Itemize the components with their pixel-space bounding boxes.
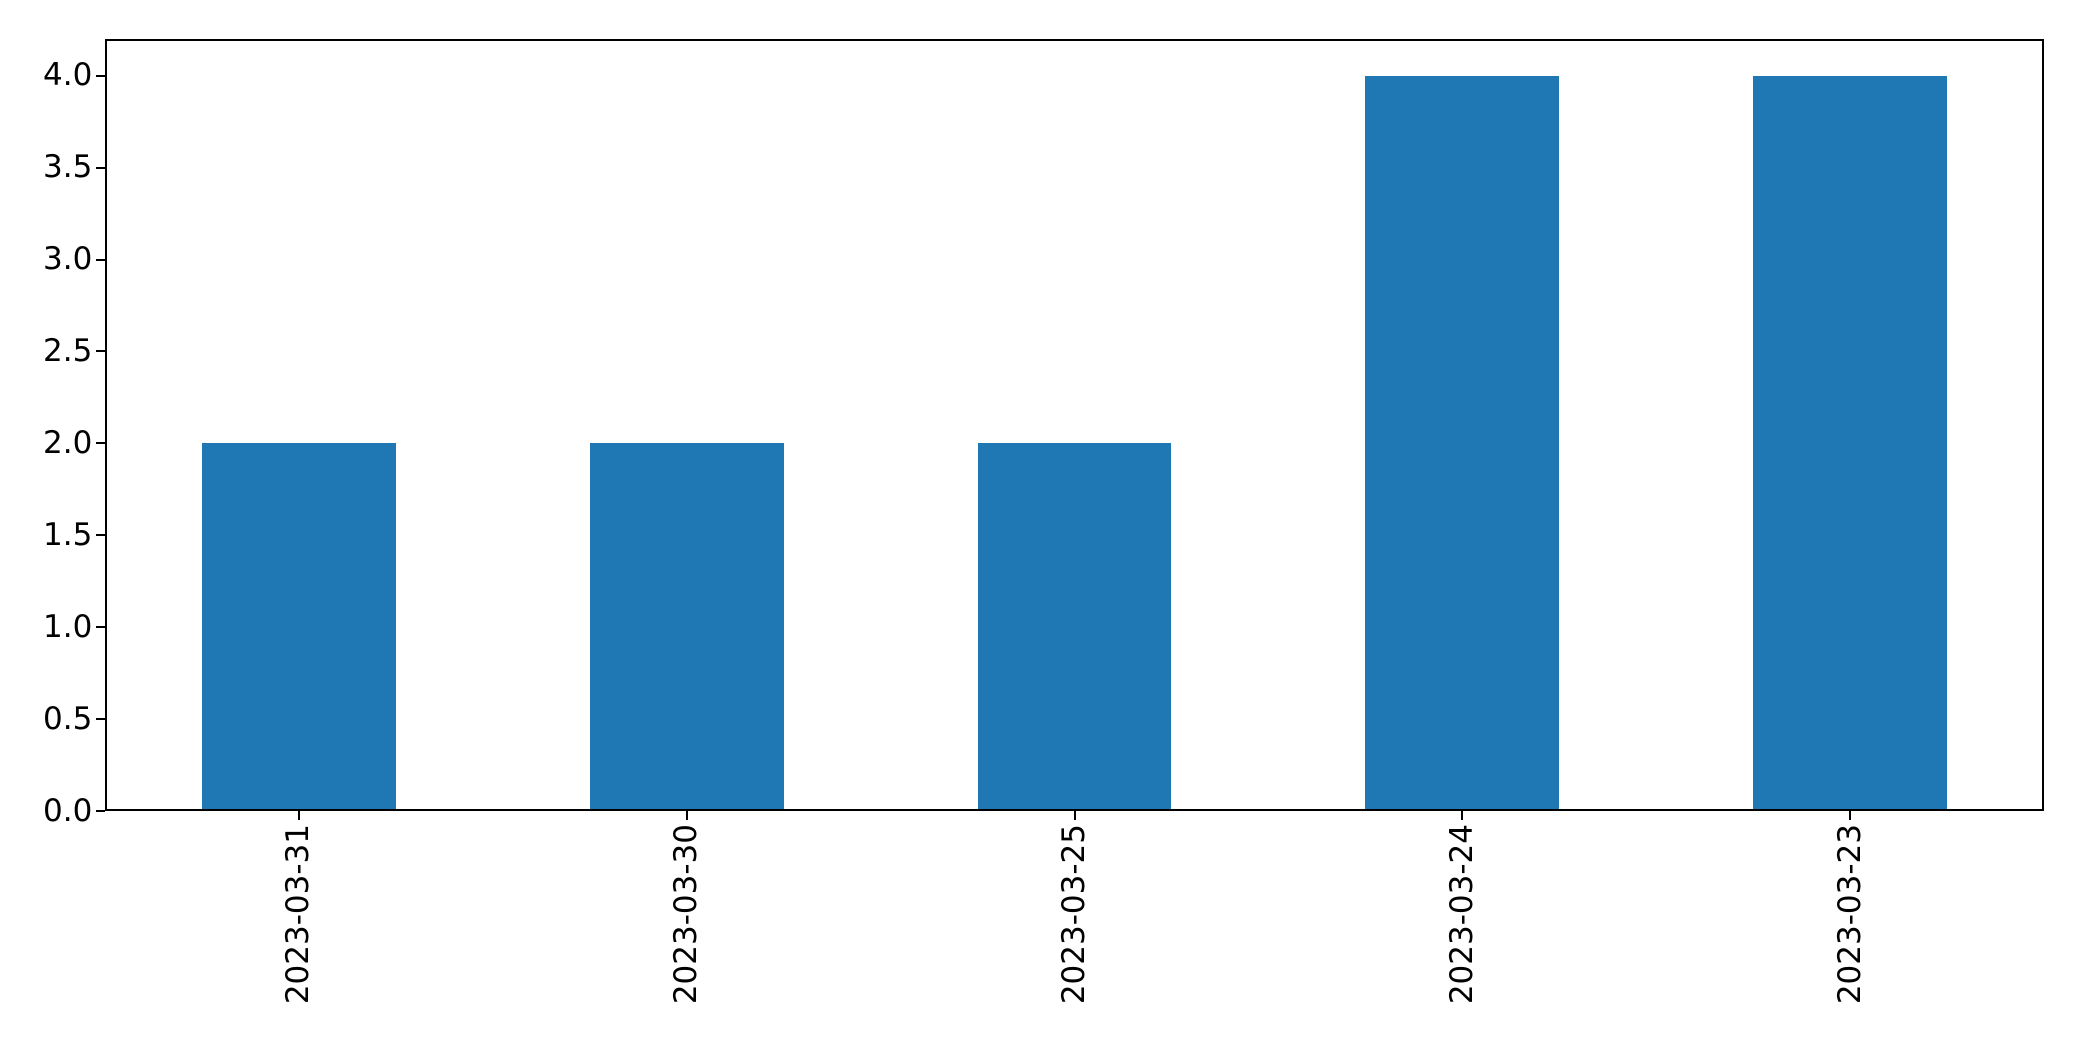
x-tick xyxy=(297,811,300,820)
y-tick xyxy=(96,74,105,77)
bar-2023-03-30 xyxy=(589,443,784,811)
y-tick xyxy=(96,350,105,353)
bar-2023-03-23 xyxy=(1753,75,1948,811)
y-tick-label: 1.0 xyxy=(43,608,93,645)
y-tick-label: 2.5 xyxy=(43,332,93,369)
y-tick-label: 3.0 xyxy=(43,241,93,278)
y-tick-label: 0.5 xyxy=(43,700,93,737)
x-tick-label: 2023-03-24 xyxy=(1443,824,1480,1005)
y-tick xyxy=(96,810,105,812)
x-tick xyxy=(685,811,688,820)
x-tick xyxy=(1461,811,1464,820)
y-tick xyxy=(96,534,105,537)
y-tick-label: 2.0 xyxy=(43,424,93,461)
y-tick xyxy=(96,718,105,721)
y-tick xyxy=(96,258,105,261)
x-tick-label: 2023-03-31 xyxy=(280,824,317,1005)
bar-2023-03-31 xyxy=(201,443,396,811)
y-tick xyxy=(96,626,105,629)
x-tick-label: 2023-03-23 xyxy=(1831,824,1868,1005)
bar-2023-03-25 xyxy=(977,443,1172,811)
x-tick-label: 2023-03-30 xyxy=(668,824,705,1005)
y-tick-label: 1.5 xyxy=(43,516,93,553)
x-tick-label: 2023-03-25 xyxy=(1056,824,1092,1005)
y-tick xyxy=(96,442,105,445)
bar-2023-03-24 xyxy=(1365,75,1560,811)
y-tick xyxy=(96,166,105,169)
y-tick-label: 3.5 xyxy=(43,149,93,186)
y-tick-label: 4.0 xyxy=(43,57,93,94)
y-tick-label: 0.0 xyxy=(43,792,93,829)
x-tick xyxy=(1073,811,1076,820)
x-tick xyxy=(1849,811,1852,820)
